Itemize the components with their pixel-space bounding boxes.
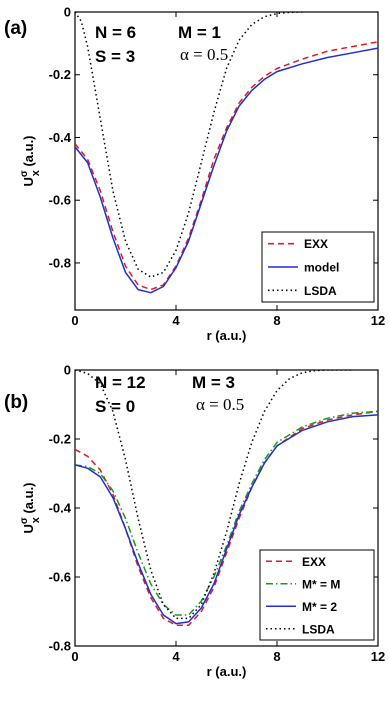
y-tick-label: -0.8 xyxy=(49,255,71,270)
x-tick-label: 12 xyxy=(371,649,385,664)
x-tick-label: 0 xyxy=(71,649,78,664)
annotation-n: N = 12 xyxy=(95,373,146,392)
y-tick-label: -0.6 xyxy=(49,570,71,585)
y-axis-label: Uσx (a.u.) xyxy=(19,135,42,186)
y-tick-label: 0 xyxy=(64,363,71,378)
x-tick-label: 4 xyxy=(172,313,180,328)
annotation-s: S = 3 xyxy=(95,47,135,66)
legend-label: LSDA xyxy=(302,622,335,636)
legend-label: model xyxy=(304,261,339,275)
y-axis-label: Uσx (a.u.) xyxy=(19,482,42,533)
y-tick-label: -0.2 xyxy=(49,432,71,447)
y-tick-label: 0 xyxy=(64,5,71,20)
y-tick-label: -0.4 xyxy=(49,501,72,516)
y-tick-label: -0.6 xyxy=(49,193,71,208)
annotation-alpha: α = 0.5 xyxy=(180,45,228,64)
x-tick-label: 8 xyxy=(273,649,280,664)
annotation-m: M = 3 xyxy=(192,373,235,392)
annotation-alpha: α = 0.5 xyxy=(196,395,244,414)
legend: EXX M* = M M* = 2 LSDA xyxy=(260,550,374,640)
y-tick-label: -0.4 xyxy=(49,130,72,145)
x-axis-label: r (a.u.) xyxy=(207,328,247,343)
panel-b: 0 4 8 12 0 -0.2 -0.4 -0.6 -0.8 r (a.u.) Uσx (a.u.)… xyxy=(4,363,385,680)
legend-label: EXX xyxy=(302,555,326,569)
annotation-n: N = 6 xyxy=(95,23,136,42)
panel-a: 0 4 8 12 0 -0.2 -0.4 -0.6 -0.8 r (a.u.) Uσx (a.u.)… xyxy=(4,5,385,344)
annotation-s: S = 0 xyxy=(95,397,135,416)
legend-label: EXX xyxy=(304,237,328,251)
legend: EXX model LSDA xyxy=(262,232,374,302)
x-axis-label: r (a.u.) xyxy=(207,664,247,679)
y-tick-label: -0.2 xyxy=(49,67,71,82)
x-tick-label: 0 xyxy=(71,313,78,328)
x-tick-label: 8 xyxy=(273,313,280,328)
x-tick-label: 12 xyxy=(371,313,385,328)
panel-label: (a) xyxy=(4,18,27,39)
annotation-m: M = 1 xyxy=(178,23,221,42)
legend-label: M* = 2 xyxy=(302,600,337,614)
legend-label: LSDA xyxy=(304,284,337,298)
x-tick-label: 4 xyxy=(172,649,180,664)
panel-label: (b) xyxy=(4,392,28,413)
legend-label: M* = M xyxy=(302,577,340,591)
y-tick-label: -0.8 xyxy=(49,639,71,654)
